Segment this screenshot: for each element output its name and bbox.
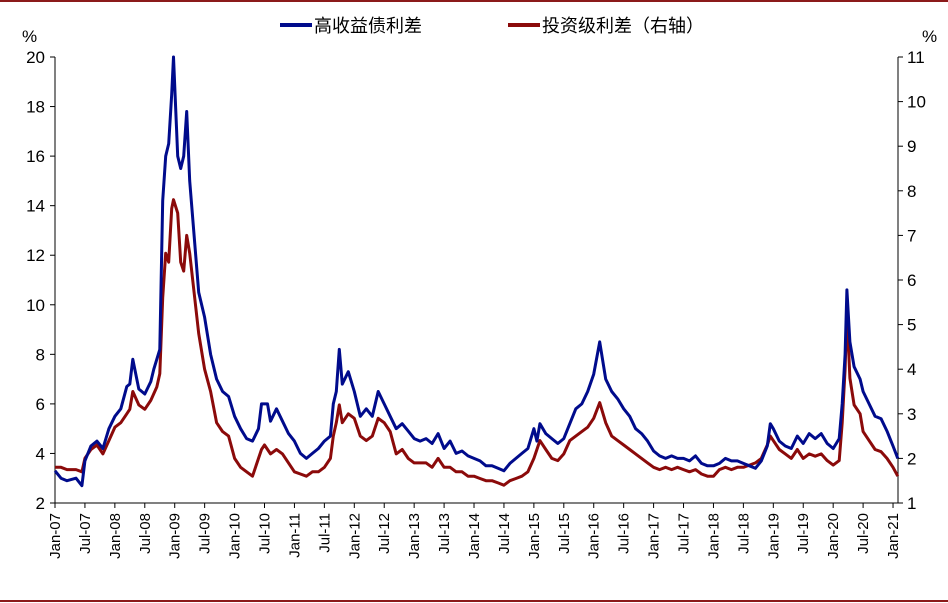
- left-axis-unit: %: [22, 27, 37, 46]
- x-tick-label: Jan-11: [286, 513, 303, 558]
- x-tick-label: Jan-19: [765, 513, 782, 559]
- x-tick-label: Jan-10: [227, 513, 244, 559]
- x-tick-label: Jul-17: [676, 513, 693, 554]
- x-tick-label: Jul-19: [795, 513, 812, 554]
- right-tick-label: 11: [907, 48, 925, 67]
- left-tick-label: 10: [26, 296, 45, 315]
- series-line-high-yield: [53, 55, 900, 488]
- right-tick-label: 9: [907, 137, 916, 156]
- x-tick-label: Jan-14: [466, 513, 483, 559]
- x-tick-label: Jan-15: [526, 513, 543, 559]
- x-tick-label: Jul-13: [436, 513, 453, 554]
- left-tick-label: 6: [36, 395, 45, 414]
- left-tick-label: 4: [36, 444, 45, 463]
- legend-label-investment-grade: 投资级利差（右轴）: [542, 16, 704, 37]
- right-tick-label: 6: [907, 271, 916, 290]
- top-rule: [0, 0, 948, 2]
- legend-label-high-yield: 高收益债利差: [314, 16, 422, 37]
- axes-frame: [50, 56, 903, 508]
- x-tick-label: Jul-18: [735, 513, 752, 554]
- series-lines: [53, 55, 900, 488]
- x-tick-label: Jul-16: [616, 513, 633, 554]
- x-tick-label: Jul-11: [316, 513, 333, 553]
- x-tick-label: Jan-09: [167, 513, 184, 559]
- x-tick-label: Jul-12: [376, 513, 393, 554]
- right-tick-label: 3: [907, 405, 916, 424]
- x-tick-label: Jan-18: [705, 513, 722, 559]
- right-tick-label: 4: [907, 360, 916, 379]
- bottom-rule: [0, 600, 948, 602]
- right-tick-label: 7: [907, 226, 916, 245]
- x-tick-label: Jan-13: [406, 513, 423, 559]
- right-axis-unit: %: [922, 27, 937, 46]
- left-tick-label: 14: [26, 197, 45, 216]
- x-tick-label: Jan-12: [346, 513, 363, 559]
- x-tick-label: Jan-21: [885, 513, 902, 559]
- x-tick-label: Jan-08: [107, 513, 124, 559]
- x-tick-label: Jul-10: [257, 513, 274, 554]
- right-tick-label: 5: [907, 316, 916, 335]
- x-tick-label: Jul-20: [855, 513, 872, 554]
- legend: 高收益债利差 投资级利差（右轴）: [280, 16, 704, 37]
- x-tick-label: Jan-17: [646, 513, 663, 559]
- left-tick-label: 8: [36, 345, 45, 364]
- left-tick-label: 20: [26, 48, 45, 67]
- series-line-investment-grade: [55, 198, 900, 487]
- right-tick-label: 10: [907, 93, 926, 112]
- right-tick-label: 1: [907, 494, 916, 513]
- left-tick-label: 2: [36, 494, 45, 513]
- x-tick-label: Jan-16: [586, 513, 603, 559]
- x-tick-label: Jul-15: [556, 513, 573, 554]
- left-tick-label: 12: [26, 246, 45, 265]
- x-tick-label: Jul-09: [197, 513, 214, 554]
- left-tick-label: 18: [26, 98, 45, 117]
- x-tick-label: Jan-20: [825, 513, 842, 559]
- right-tick-label: 2: [907, 449, 916, 468]
- x-tick-label: Jan-07: [47, 513, 64, 559]
- x-tick-label: Jul-08: [137, 513, 154, 554]
- x-tick-label: Jul-14: [496, 513, 513, 554]
- left-tick-label: 16: [26, 147, 45, 166]
- x-tick-label: Jul-07: [77, 513, 94, 554]
- right-tick-label: 8: [907, 182, 916, 201]
